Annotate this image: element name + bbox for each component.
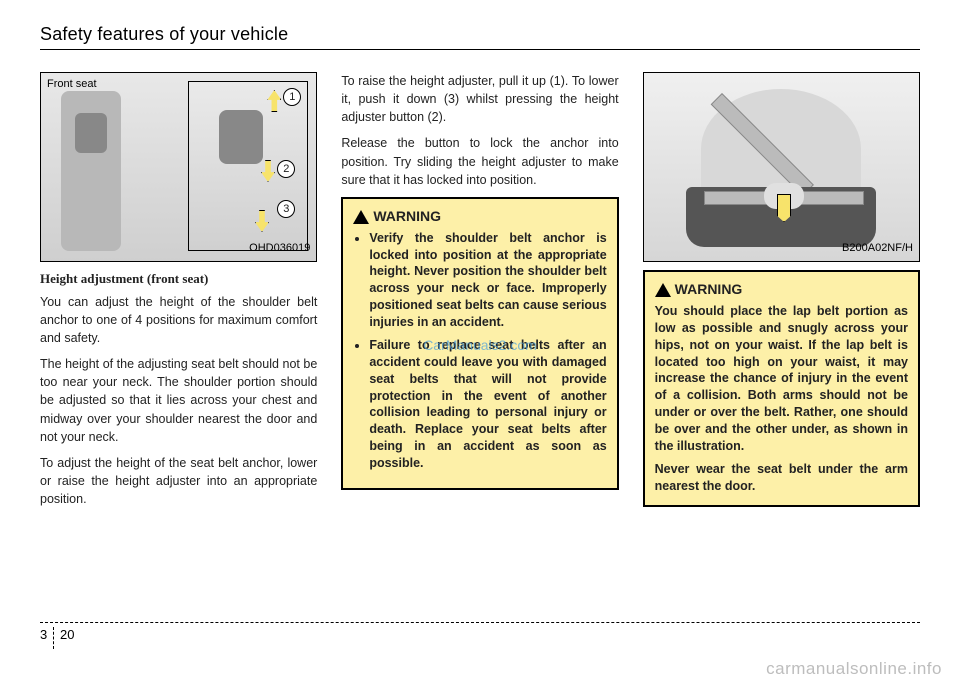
chapter-number: 3	[40, 627, 54, 649]
figure-code-1: OHD036019	[249, 241, 310, 257]
figure-code-2: B200A02NF/H	[842, 241, 913, 257]
arrow-down-icon	[261, 160, 275, 182]
watermark-bottom-right: carmanualsonline.info	[766, 659, 942, 679]
columns: Front seat 1 2 3 OHD036019 Height adjust…	[40, 72, 920, 516]
warning-icon	[353, 210, 369, 224]
paragraph: You can adjust the height of the shoulde…	[40, 293, 317, 347]
paragraph: To raise the height adjuster, pull it up…	[341, 72, 618, 126]
figure-lap-belt: B200A02NF/H	[643, 72, 920, 262]
page-header: Safety features of your vehicle	[40, 24, 920, 50]
anchor-shape	[75, 113, 107, 153]
warning-title-text: WARNING	[373, 208, 441, 224]
anchor-shape-inset	[219, 110, 263, 164]
warning-title: WARNING	[353, 207, 606, 226]
arrow-down-icon-2	[255, 210, 269, 232]
callout-1: 1	[283, 88, 301, 106]
figure-inset: 1 2 3	[188, 81, 308, 251]
column-3: B200A02NF/H WARNING You should place the…	[643, 72, 920, 516]
warning-icon	[655, 283, 671, 297]
warning-paragraph: Never wear the seat belt under the arm n…	[655, 461, 908, 495]
callout-2: 2	[277, 160, 295, 178]
paragraph: To adjust the height of the seat belt an…	[40, 454, 317, 508]
manual-page: Safety features of your vehicle Front se…	[0, 0, 960, 689]
figure-height-adjuster: Front seat 1 2 3 OHD036019	[40, 72, 317, 262]
page-number: 20	[60, 627, 74, 642]
arrow-up-icon	[267, 90, 281, 112]
warning-paragraph: You should place the lap belt portion as…	[655, 303, 908, 455]
subheading-height-adjustment: Height adjustment (front seat)	[40, 270, 317, 289]
paragraph: Release the button to lock the anchor in…	[341, 134, 618, 188]
warning-item: Failure to replace seat belts after an a…	[369, 337, 606, 472]
warning-box-2: WARNING You should place the lap belt po…	[643, 270, 920, 507]
warning-box-1: WARNING Verify the shoulder belt anchor …	[341, 197, 618, 490]
callout-3: 3	[277, 200, 295, 218]
warning-item: Verify the shoulder belt anchor is locke…	[369, 230, 606, 331]
page-footer: 3 20	[40, 622, 920, 649]
paragraph: The height of the adjusting seat belt sh…	[40, 355, 317, 446]
warning-title-text: WARNING	[675, 281, 743, 297]
column-1: Front seat 1 2 3 OHD036019 Height adjust…	[40, 72, 317, 516]
warning-list: Verify the shoulder belt anchor is locke…	[353, 230, 606, 472]
warning-title: WARNING	[655, 280, 908, 299]
column-2: To raise the height adjuster, pull it up…	[341, 72, 618, 516]
